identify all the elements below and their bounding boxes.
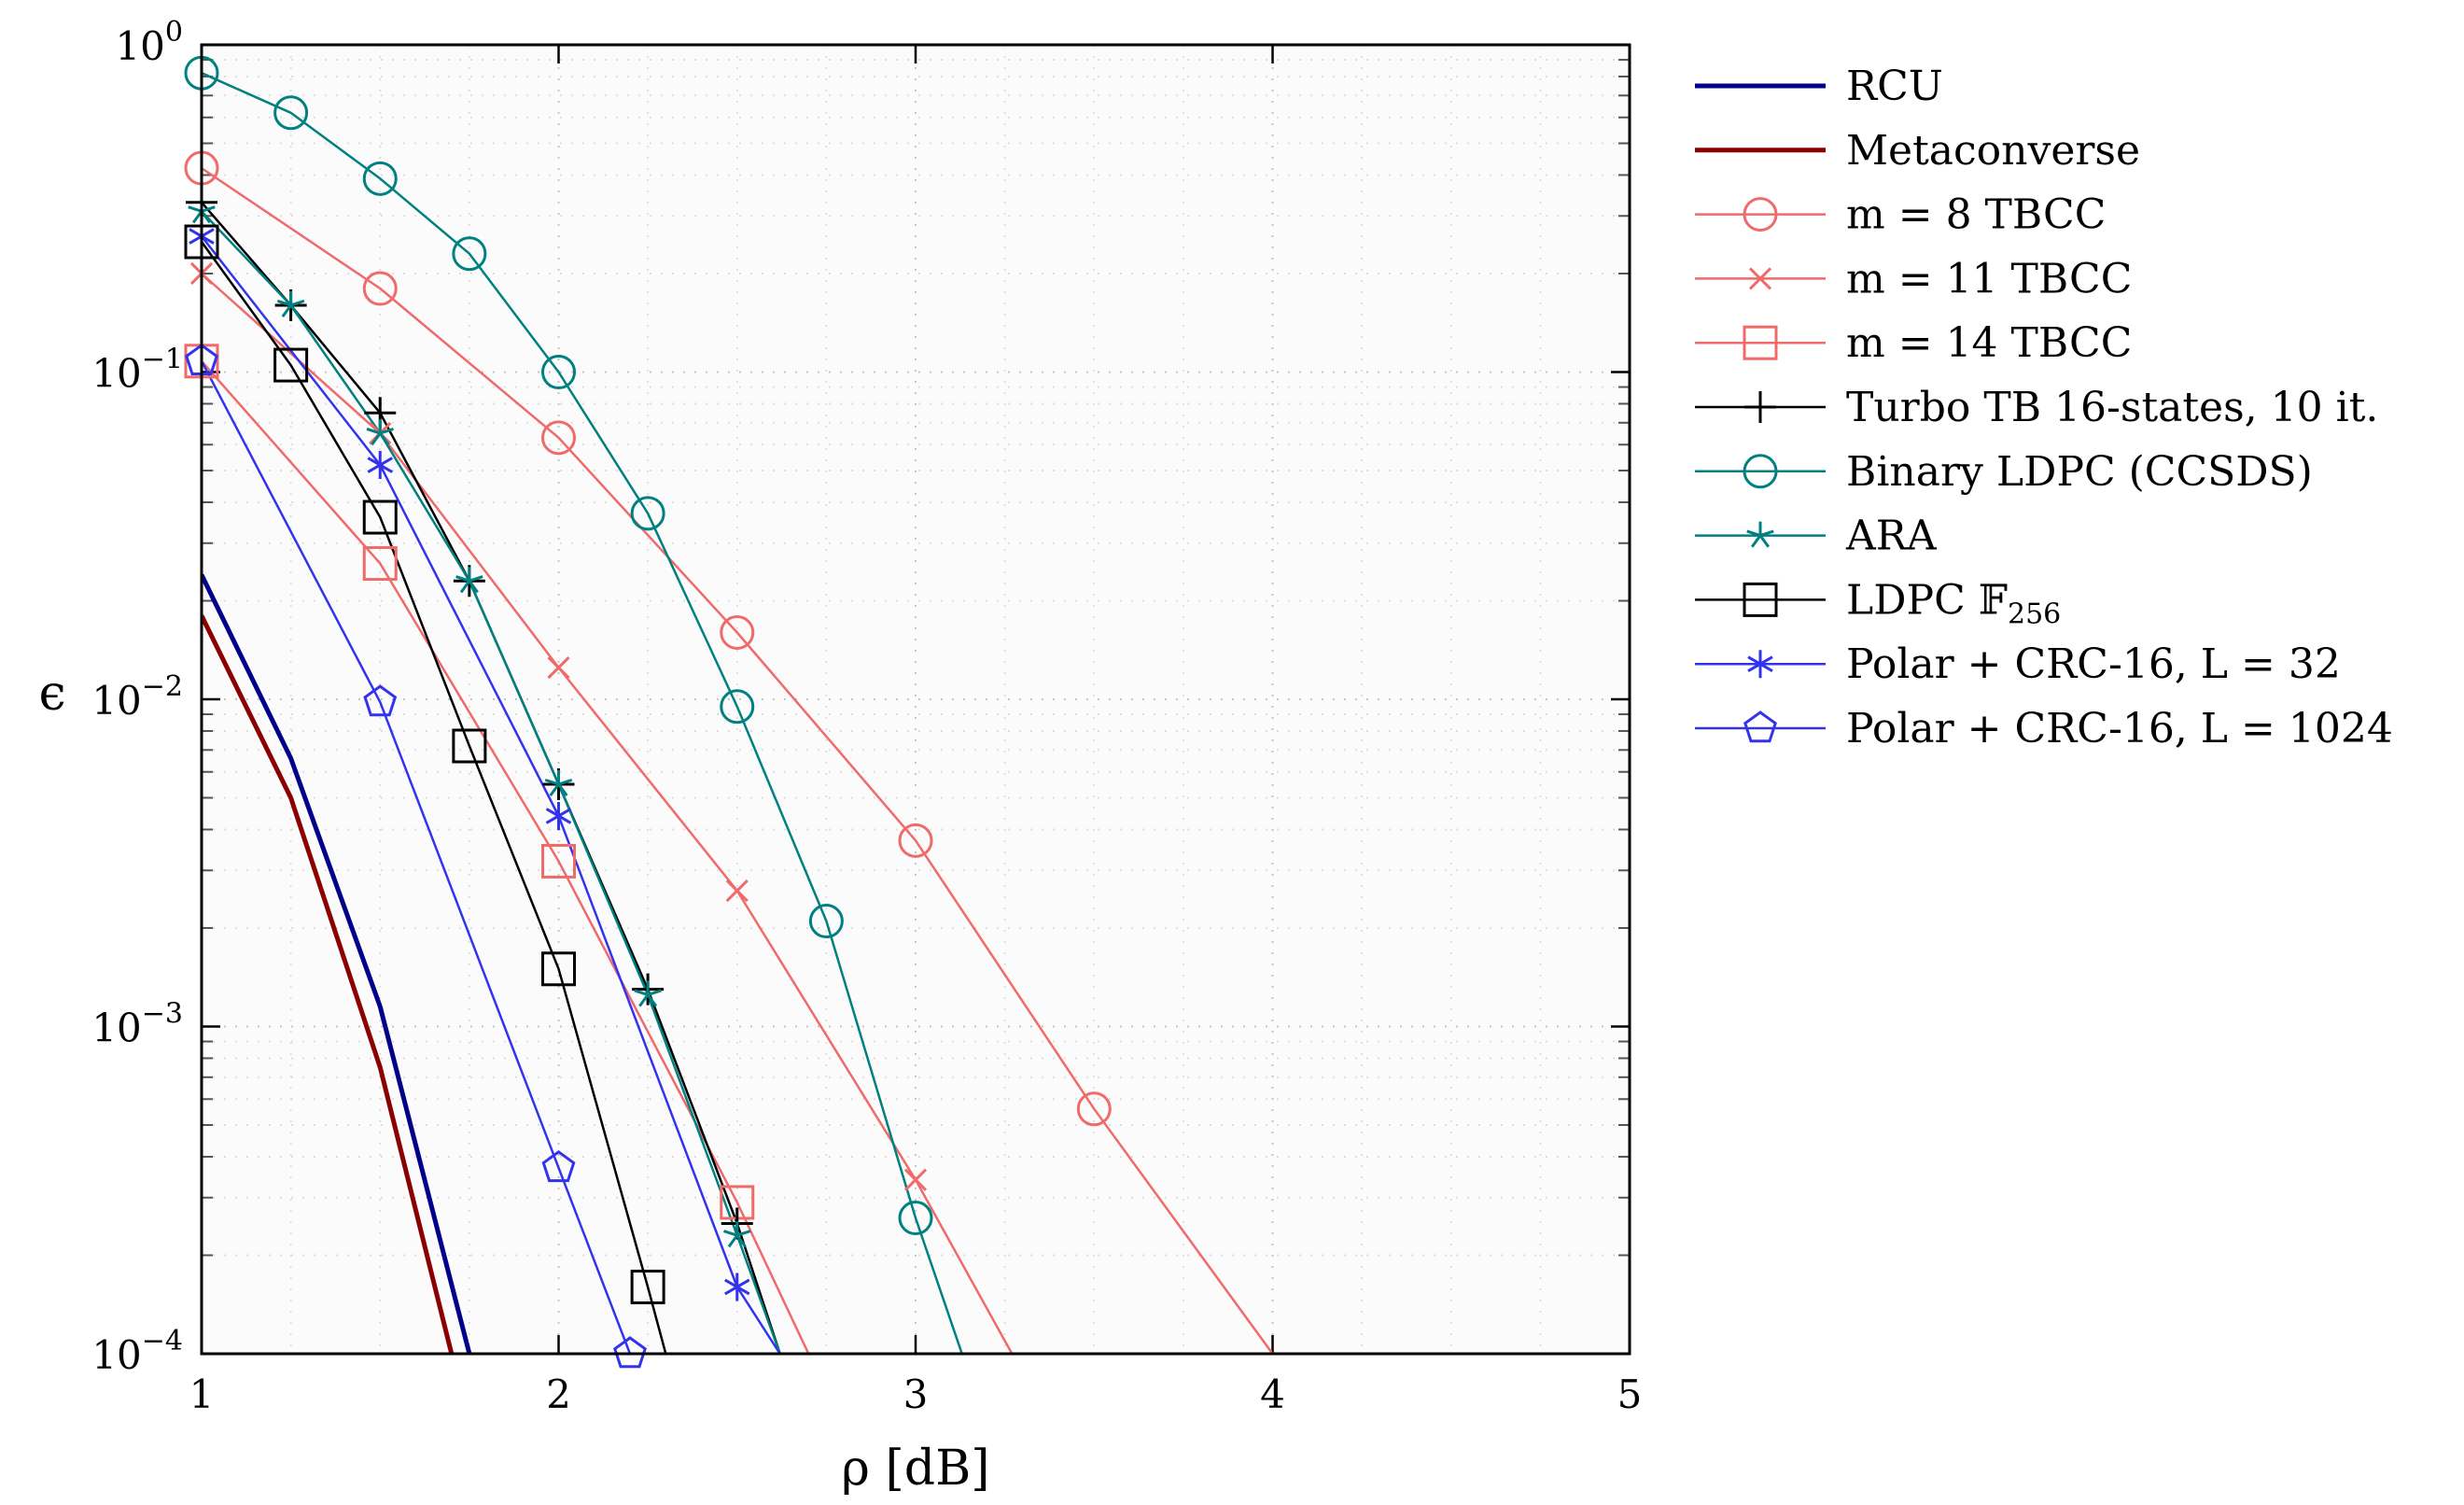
legend-label: Binary LDPC (CCSDS) [1846,448,2313,496]
legend-swatch-marker [1743,454,1778,489]
x-tick-label: 4 [1260,1371,1285,1417]
x-tick-label: 3 [903,1371,929,1417]
series-7-point [544,770,573,797]
series-0-line [202,573,472,1354]
tick-labels: 100 10−1 10−2 10−3 10−41 2 3 4 5 [91,16,1642,1417]
series-8-point [362,499,398,535]
series-6-point [898,1201,933,1236]
series-3-line [202,273,1014,1354]
series-6-markers [184,55,933,1236]
legend-entry: Polar + CRC-16, L = 32 [1695,640,2341,688]
legend-label: Polar + CRC-16, L = 1024 [1846,705,2393,752]
series-10-point [541,1149,576,1183]
legend-label: Polar + CRC-16, L = 32 [1846,640,2341,688]
legend-label: m = 8 TBCC [1846,191,2106,239]
legend-swatch-marker [1747,650,1773,679]
legend-swatch-marker [1743,582,1778,617]
series-8-line [202,241,667,1354]
legend-swatch-marker [1743,325,1778,360]
x-tick-label: 2 [546,1371,571,1417]
series-9-point [724,1273,750,1301]
legend-entry: m = 8 TBCC [1695,191,2106,239]
legend-label: Metaconverse [1846,127,2140,175]
legend-swatch-marker [1748,267,1772,290]
series-8-point [541,951,576,987]
x-axis-label: ρ [dB] [841,1441,989,1497]
legend-entry: Turbo TB 16-states, 10 it. [1695,384,2378,431]
series-3-point [903,1168,928,1191]
y-axis-label: ϵ [38,666,65,722]
legend-label: LDPC 𝔽256 [1846,576,2061,630]
series-9-point [367,451,393,480]
series-2-point [898,823,933,858]
series-2-point [362,271,398,306]
series-8-point [452,728,487,764]
series-4-line [202,359,810,1354]
x-tick-label: 1 [189,1371,215,1417]
legend-swatch-marker [1746,521,1774,548]
series-9-point [545,801,572,830]
series-10-point [363,684,398,717]
series-3-point [725,879,749,903]
legend-swatch-marker [1744,391,1776,423]
legend-entry: RCU [1695,63,1943,110]
series-7-point [455,567,483,594]
series-6-point [630,496,665,531]
series-2-point [541,420,576,456]
legend-entry: Polar + CRC-16, L = 1024 [1695,705,2393,752]
series-6-point [808,904,844,939]
x-tick-label: 5 [1617,1371,1643,1417]
series-1-line [202,614,455,1354]
legend-label: Turbo TB 16-states, 10 it. [1846,384,2378,431]
series-7-point [723,1221,751,1248]
legend-label: ARA [1845,513,1938,560]
series-6-point [452,236,487,272]
legend-swatch-marker [1743,710,1777,743]
ticks [200,43,1631,1356]
series-6-point [362,161,398,196]
legend-entry: Binary LDPC (CCSDS) [1695,448,2313,496]
series-7-point [634,980,662,1007]
legend-entry: Metaconverse [1695,127,2140,175]
legend-label: m = 11 TBCC [1846,255,2132,302]
series-4-point [362,546,398,582]
legend-label: RCU [1846,63,1943,110]
series-2-line [202,167,1274,1354]
legend-entry: m = 14 TBCC [1695,319,2132,367]
series-6-line [202,72,963,1354]
legend: RCU Metaconverse m = 8 TBCC m = 11 TBCC m = … [1695,63,2393,752]
y-tick-label: 10−2 [91,670,183,724]
series-10-line [202,360,632,1354]
series-7-point [366,419,394,446]
series-2-point [720,614,755,650]
plot-frame [200,43,1631,1356]
y-tick-label: 10−4 [91,1325,183,1378]
series-4-point [541,843,576,879]
legend-swatch-marker [1743,197,1778,232]
series-2-point [1076,1091,1112,1127]
y-tick-label: 10−1 [91,344,183,397]
series-3-point [547,655,570,680]
series-8-point [630,1269,665,1304]
series-6-point [541,355,576,389]
y-tick-label: 100 [115,16,183,69]
legend-entry: LDPC 𝔽256 [1695,576,2061,630]
plot-background [202,45,1630,1354]
series-6-point [720,689,755,724]
series-7-point [276,290,305,317]
legend-entry: m = 11 TBCC [1695,255,2132,302]
series-10-point [613,1336,647,1369]
series-8-point [273,347,309,383]
series-6-point [273,95,309,131]
y-tick-label: 10−3 [91,998,183,1051]
legend-entry: ARA [1695,513,1938,560]
legend-label: m = 14 TBCC [1846,319,2132,367]
